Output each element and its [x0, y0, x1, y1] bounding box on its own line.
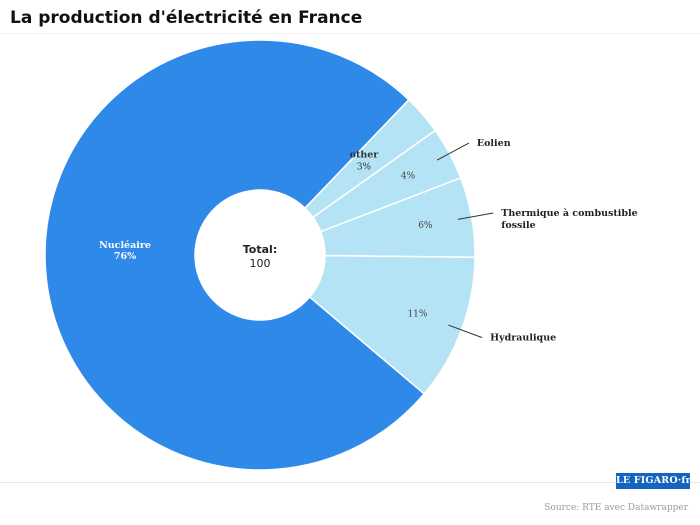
leader-line — [436, 142, 470, 161]
slice-value-label: 76% — [114, 251, 136, 262]
slice-name-label: fossile — [501, 220, 535, 231]
slice-name-label: Hydraulique — [490, 333, 556, 344]
slice-hydraulique — [308, 254, 476, 395]
slice-name-label: other — [350, 150, 380, 161]
slice-nucleaire — [44, 39, 426, 470]
center-total-label: Total: — [243, 243, 277, 256]
slice-name-label: Eolien — [477, 138, 511, 149]
chart-title: La production d'électricité en France — [10, 8, 363, 28]
slice-value-label: 3% — [357, 163, 372, 173]
footer-divider — [0, 482, 700, 483]
leader-line — [448, 324, 483, 339]
header-divider — [0, 33, 700, 34]
slice-name-label: Thermique à combustible — [501, 208, 637, 219]
leader-line — [457, 212, 494, 220]
figaro-logo: LE FIGARO·fr — [616, 473, 691, 489]
slice-value-label: 11% — [407, 310, 427, 320]
slice-value-label: 6% — [418, 221, 433, 231]
slice-value-label: 4% — [401, 172, 416, 182]
slice-name-label: Nucléaire — [99, 240, 151, 251]
source-note: Source: RTE avec Datawrapper — [544, 503, 688, 513]
center-total-value: 100 — [250, 257, 271, 270]
